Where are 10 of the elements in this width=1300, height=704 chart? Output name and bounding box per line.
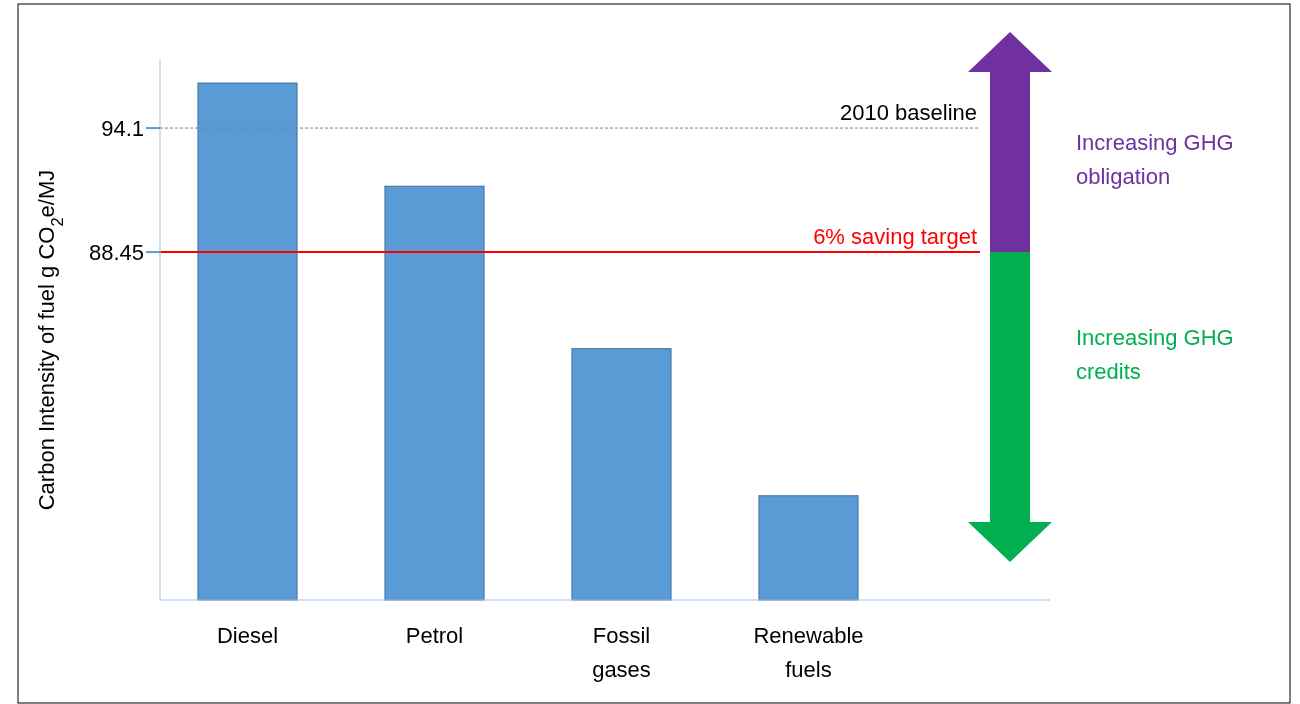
x-tick-label: Petrol: [405, 623, 464, 648]
x-tick-label: Renewable fuels: [753, 623, 864, 682]
text: Increasing GHG credits: [1076, 325, 1234, 384]
text: Increasing GHG obligation: [1076, 130, 1234, 189]
y-tick-label: 94.1: [101, 115, 144, 141]
x-tick-label: Diesel: [216, 623, 279, 648]
y-tick-label: 88.45: [88, 239, 144, 265]
ref-line-label: 2010 baseline: [839, 100, 977, 126]
ref-line-label: 6% saving target: [813, 224, 977, 250]
x-tick-label: Fossil gases: [592, 623, 651, 682]
